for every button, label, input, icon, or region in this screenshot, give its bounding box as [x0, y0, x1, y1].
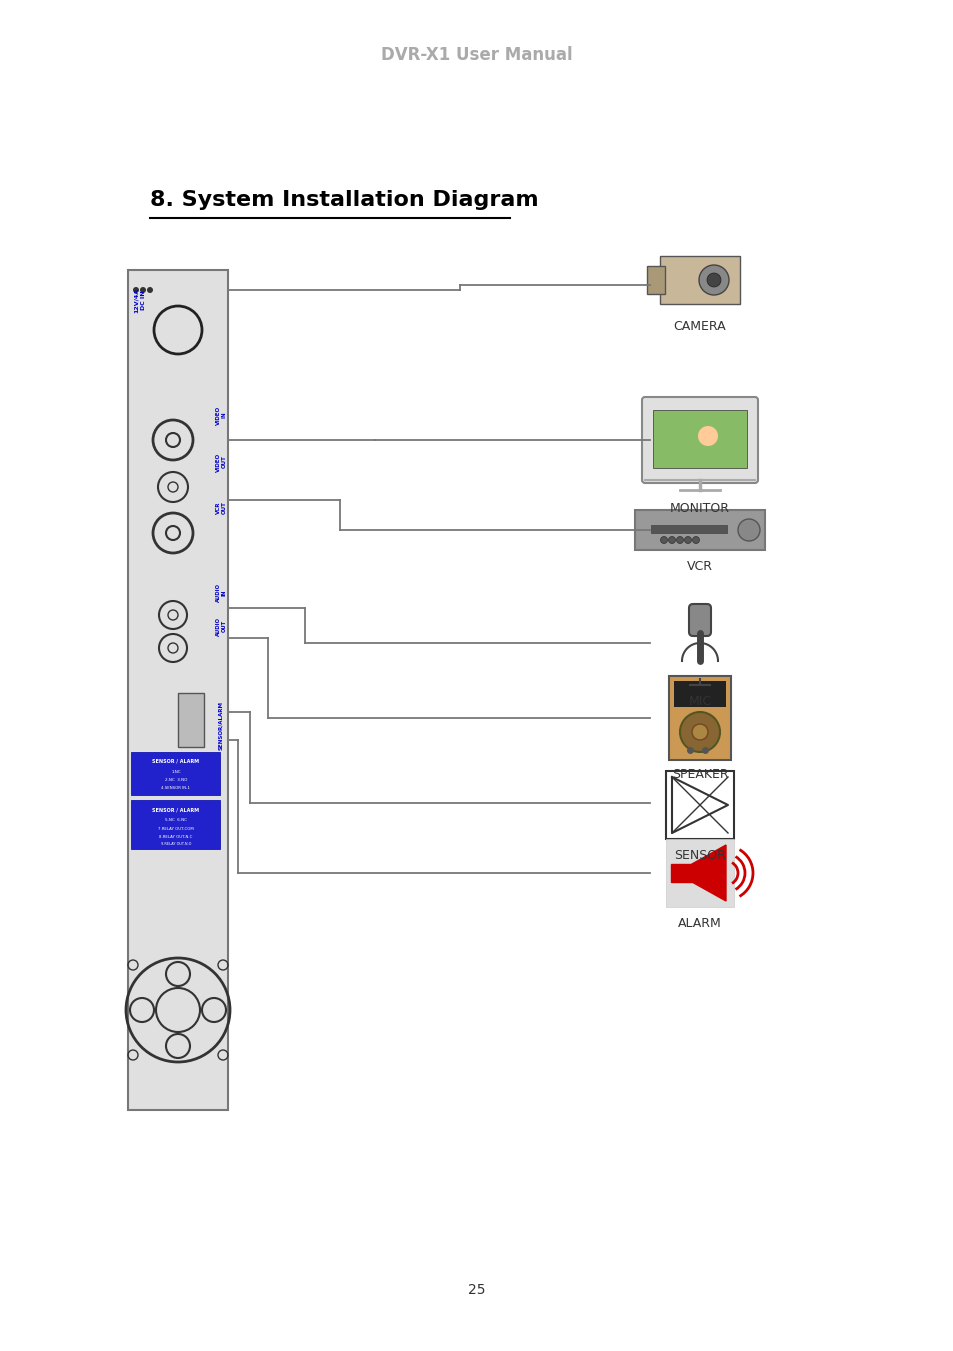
FancyBboxPatch shape — [688, 604, 710, 636]
Circle shape — [679, 712, 720, 753]
Text: 2.NC  3.NO: 2.NC 3.NO — [165, 778, 187, 782]
Text: 1.NC: 1.NC — [171, 770, 181, 774]
Circle shape — [659, 536, 667, 543]
Circle shape — [140, 286, 146, 293]
Text: 8.RELAY OUT-N.C: 8.RELAY OUT-N.C — [159, 835, 193, 839]
Circle shape — [676, 536, 682, 543]
FancyBboxPatch shape — [659, 255, 740, 304]
Text: 8. System Installation Diagram: 8. System Installation Diagram — [150, 190, 538, 209]
Text: 9.RELAY OUT-N.O: 9.RELAY OUT-N.O — [161, 842, 191, 846]
FancyBboxPatch shape — [665, 771, 733, 839]
FancyBboxPatch shape — [652, 409, 746, 467]
FancyBboxPatch shape — [673, 681, 725, 707]
Text: OUT: OUT — [221, 620, 226, 632]
Circle shape — [692, 536, 699, 543]
Text: 7.RELAY OUT-COM: 7.RELAY OUT-COM — [158, 827, 193, 831]
Text: 4.SENSOR IN-1: 4.SENSOR IN-1 — [161, 786, 191, 790]
Text: DVR-X1 User Manual: DVR-X1 User Manual — [381, 46, 572, 63]
Text: VIDEO: VIDEO — [215, 453, 220, 471]
Text: DC IN: DC IN — [141, 290, 147, 309]
Text: AUDIO: AUDIO — [215, 584, 220, 603]
FancyBboxPatch shape — [132, 800, 220, 848]
Text: VCR: VCR — [686, 561, 712, 573]
FancyBboxPatch shape — [668, 676, 730, 761]
Text: SENSOR/ALARM: SENSOR/ALARM — [218, 701, 223, 750]
Text: OUT: OUT — [221, 455, 226, 469]
Circle shape — [691, 724, 707, 740]
Text: VCR: VCR — [215, 501, 220, 515]
FancyBboxPatch shape — [178, 693, 204, 747]
Circle shape — [706, 273, 720, 286]
Text: 25: 25 — [468, 1283, 485, 1297]
FancyBboxPatch shape — [646, 266, 664, 295]
FancyBboxPatch shape — [635, 509, 764, 550]
Text: SPEAKER: SPEAKER — [671, 767, 727, 781]
Text: IN: IN — [221, 412, 226, 419]
Polygon shape — [670, 865, 691, 882]
Text: SENSOR / ALARM: SENSOR / ALARM — [152, 808, 199, 812]
Polygon shape — [691, 844, 725, 901]
FancyBboxPatch shape — [641, 397, 758, 484]
Text: AUDIO: AUDIO — [215, 616, 220, 635]
Circle shape — [698, 426, 718, 446]
Circle shape — [738, 519, 760, 540]
Text: SENSOR: SENSOR — [674, 848, 725, 862]
Text: SENSOR / ALARM: SENSOR / ALARM — [152, 758, 199, 763]
FancyBboxPatch shape — [128, 270, 228, 1111]
Text: MIC: MIC — [688, 694, 711, 708]
Text: 5.NC  6.NC: 5.NC 6.NC — [165, 817, 187, 821]
Circle shape — [668, 536, 675, 543]
Text: VIDEO: VIDEO — [215, 405, 220, 424]
Text: MONITOR: MONITOR — [669, 503, 729, 515]
Text: ALARM: ALARM — [678, 917, 721, 929]
Circle shape — [132, 286, 139, 293]
Circle shape — [147, 286, 152, 293]
Text: CAMERA: CAMERA — [673, 320, 725, 332]
Circle shape — [699, 265, 728, 295]
Text: IN: IN — [221, 590, 226, 596]
Text: OUT: OUT — [221, 501, 226, 515]
FancyBboxPatch shape — [132, 751, 220, 794]
Text: 12V/4A: 12V/4A — [133, 288, 138, 312]
FancyBboxPatch shape — [665, 839, 733, 907]
FancyBboxPatch shape — [650, 526, 726, 534]
Circle shape — [684, 536, 691, 543]
